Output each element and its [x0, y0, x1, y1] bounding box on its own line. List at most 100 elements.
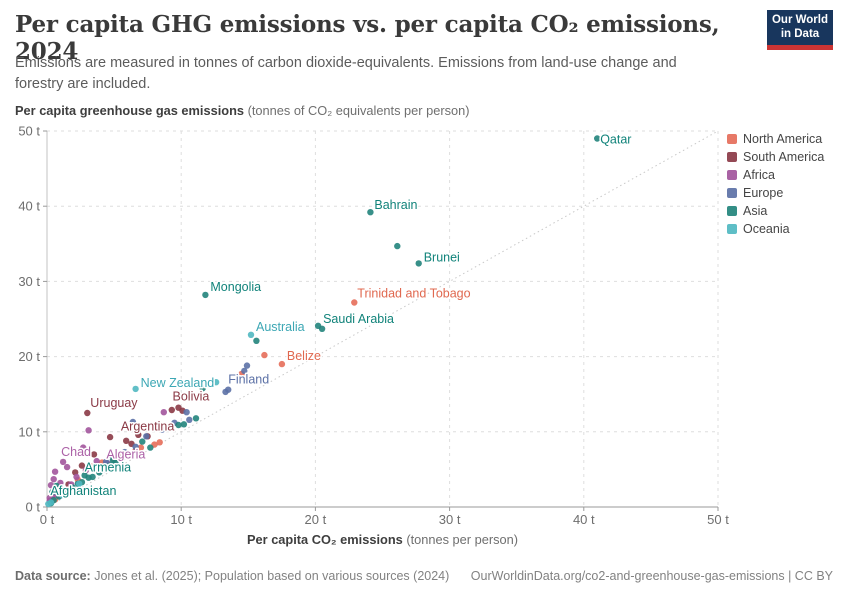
data-point[interactable]	[108, 451, 115, 459]
data-point[interactable]	[186, 416, 193, 423]
data-point-brunei[interactable]	[415, 260, 422, 267]
data-source-label: Data source:	[15, 569, 91, 583]
data-point[interactable]	[187, 382, 194, 389]
data-point[interactable]	[47, 482, 55, 489]
data-point[interactable]	[76, 480, 83, 487]
data-point[interactable]	[132, 443, 139, 450]
data-point-mongolia[interactable]	[202, 291, 209, 299]
legend-swatch-oceania	[727, 224, 737, 234]
legend-label-north-america: North America	[743, 132, 823, 146]
data-point[interactable]	[175, 421, 182, 429]
data-point[interactable]	[394, 242, 401, 250]
data-point[interactable]	[53, 482, 60, 490]
data-point[interactable]	[102, 458, 110, 466]
data-point[interactable]	[85, 474, 92, 481]
point-label-uruguay: Uruguay	[90, 396, 138, 410]
data-point[interactable]	[159, 426, 166, 433]
data-point[interactable]	[119, 454, 126, 462]
data-point[interactable]	[88, 463, 95, 470]
data-point[interactable]	[45, 500, 52, 508]
point-label-trinidad-and-tobago: Trinidad and Tobago	[357, 287, 470, 301]
data-point-afghanistan[interactable]	[49, 488, 56, 496]
point-label-bahrain: Bahrain	[374, 198, 417, 212]
point-label-new-zealand: New Zealand	[141, 376, 215, 390]
data-point-trinidad-and-tobago[interactable]	[351, 299, 358, 306]
data-point[interactable]	[212, 379, 220, 386]
data-point[interactable]	[156, 439, 163, 446]
data-point[interactable]	[318, 325, 326, 332]
data-point[interactable]	[127, 451, 134, 458]
point-label-chad: Chad	[61, 445, 91, 459]
data-point[interactable]	[123, 437, 130, 444]
x-tick-label: 20 t	[305, 512, 327, 527]
data-point[interactable]	[78, 462, 86, 469]
data-point-uruguay[interactable]	[84, 409, 91, 417]
data-point[interactable]	[129, 418, 137, 426]
data-point[interactable]	[106, 462, 114, 469]
data-point[interactable]	[261, 351, 268, 359]
data-point[interactable]	[96, 469, 103, 476]
legend-item-oceania[interactable]: Oceania	[727, 220, 824, 238]
legend-swatch-europe	[727, 188, 737, 198]
data-point[interactable]	[90, 451, 98, 458]
x-tick-label: 50 t	[707, 512, 729, 527]
page-title: Per capita GHG emissions vs. per capita …	[15, 11, 720, 65]
data-point[interactable]	[65, 487, 72, 494]
data-point-australia[interactable]	[247, 331, 255, 338]
legend-item-north-america[interactable]: North America	[727, 130, 824, 148]
data-point[interactable]	[54, 489, 61, 496]
data-point[interactable]	[82, 467, 90, 474]
data-point[interactable]	[143, 433, 150, 440]
legend-item-africa[interactable]: Africa	[727, 166, 824, 184]
y-tick-label: 20 t	[18, 349, 40, 364]
data-point[interactable]	[183, 409, 190, 416]
data-point[interactable]	[160, 409, 167, 416]
data-point[interactable]	[121, 448, 128, 456]
data-point[interactable]	[73, 473, 80, 481]
data-point-new-zealand[interactable]	[132, 385, 139, 393]
data-point[interactable]	[243, 362, 251, 369]
data-point[interactable]	[253, 337, 260, 344]
y-axis-title-bold: Per capita greenhouse gas emissions	[15, 103, 245, 118]
point-label-argentina: Argentina	[121, 419, 175, 433]
y-tick-label: 0 t	[26, 500, 41, 515]
point-label-saudi-arabia: Saudi Arabia	[323, 312, 394, 326]
data-point-qatar[interactable]	[594, 135, 601, 142]
data-point[interactable]	[109, 457, 117, 464]
data-point[interactable]	[222, 388, 229, 396]
data-point[interactable]	[135, 431, 142, 438]
data-point[interactable]	[85, 427, 92, 434]
legend-item-asia[interactable]: Asia	[727, 202, 824, 220]
data-point[interactable]	[93, 457, 100, 465]
data-point[interactable]	[51, 468, 59, 475]
data-point[interactable]	[192, 415, 200, 422]
data-point[interactable]	[199, 385, 206, 392]
owid-logo[interactable]: Our World in Data	[767, 10, 833, 50]
data-point[interactable]	[241, 367, 248, 375]
continent-legend: North America South America Africa Europe As…	[727, 130, 824, 238]
data-point[interactable]	[106, 433, 114, 441]
owid-logo-line1: Our World	[771, 13, 828, 26]
data-point[interactable]	[139, 438, 146, 445]
data-point-chad[interactable]	[59, 458, 67, 466]
data-point[interactable]	[80, 444, 87, 451]
data-point-bahrain[interactable]	[367, 209, 374, 216]
y-axis-title: Per capita greenhouse gas emissions (ton…	[15, 103, 470, 118]
data-point[interactable]	[50, 476, 57, 483]
y-tick-label: 30 t	[18, 274, 40, 289]
legend-item-europe[interactable]: Europe	[727, 184, 824, 202]
x-tick-label: 40 t	[573, 512, 595, 527]
point-label-bolivia: Bolivia	[173, 390, 210, 404]
data-point[interactable]	[147, 444, 154, 451]
footer-link[interactable]: OurWorldinData.org/co2-and-greenhouse-ga…	[470, 569, 833, 583]
data-point[interactable]	[137, 444, 145, 451]
data-point[interactable]	[180, 421, 188, 428]
x-tick-label: 30 t	[439, 512, 461, 527]
data-point[interactable]	[97, 463, 104, 471]
legend-item-south-america[interactable]: South America	[727, 148, 824, 166]
data-point[interactable]	[63, 463, 71, 471]
data-point[interactable]	[168, 406, 175, 414]
owid-logo-accent-strip	[767, 45, 833, 50]
data-point-belize[interactable]	[278, 360, 286, 368]
